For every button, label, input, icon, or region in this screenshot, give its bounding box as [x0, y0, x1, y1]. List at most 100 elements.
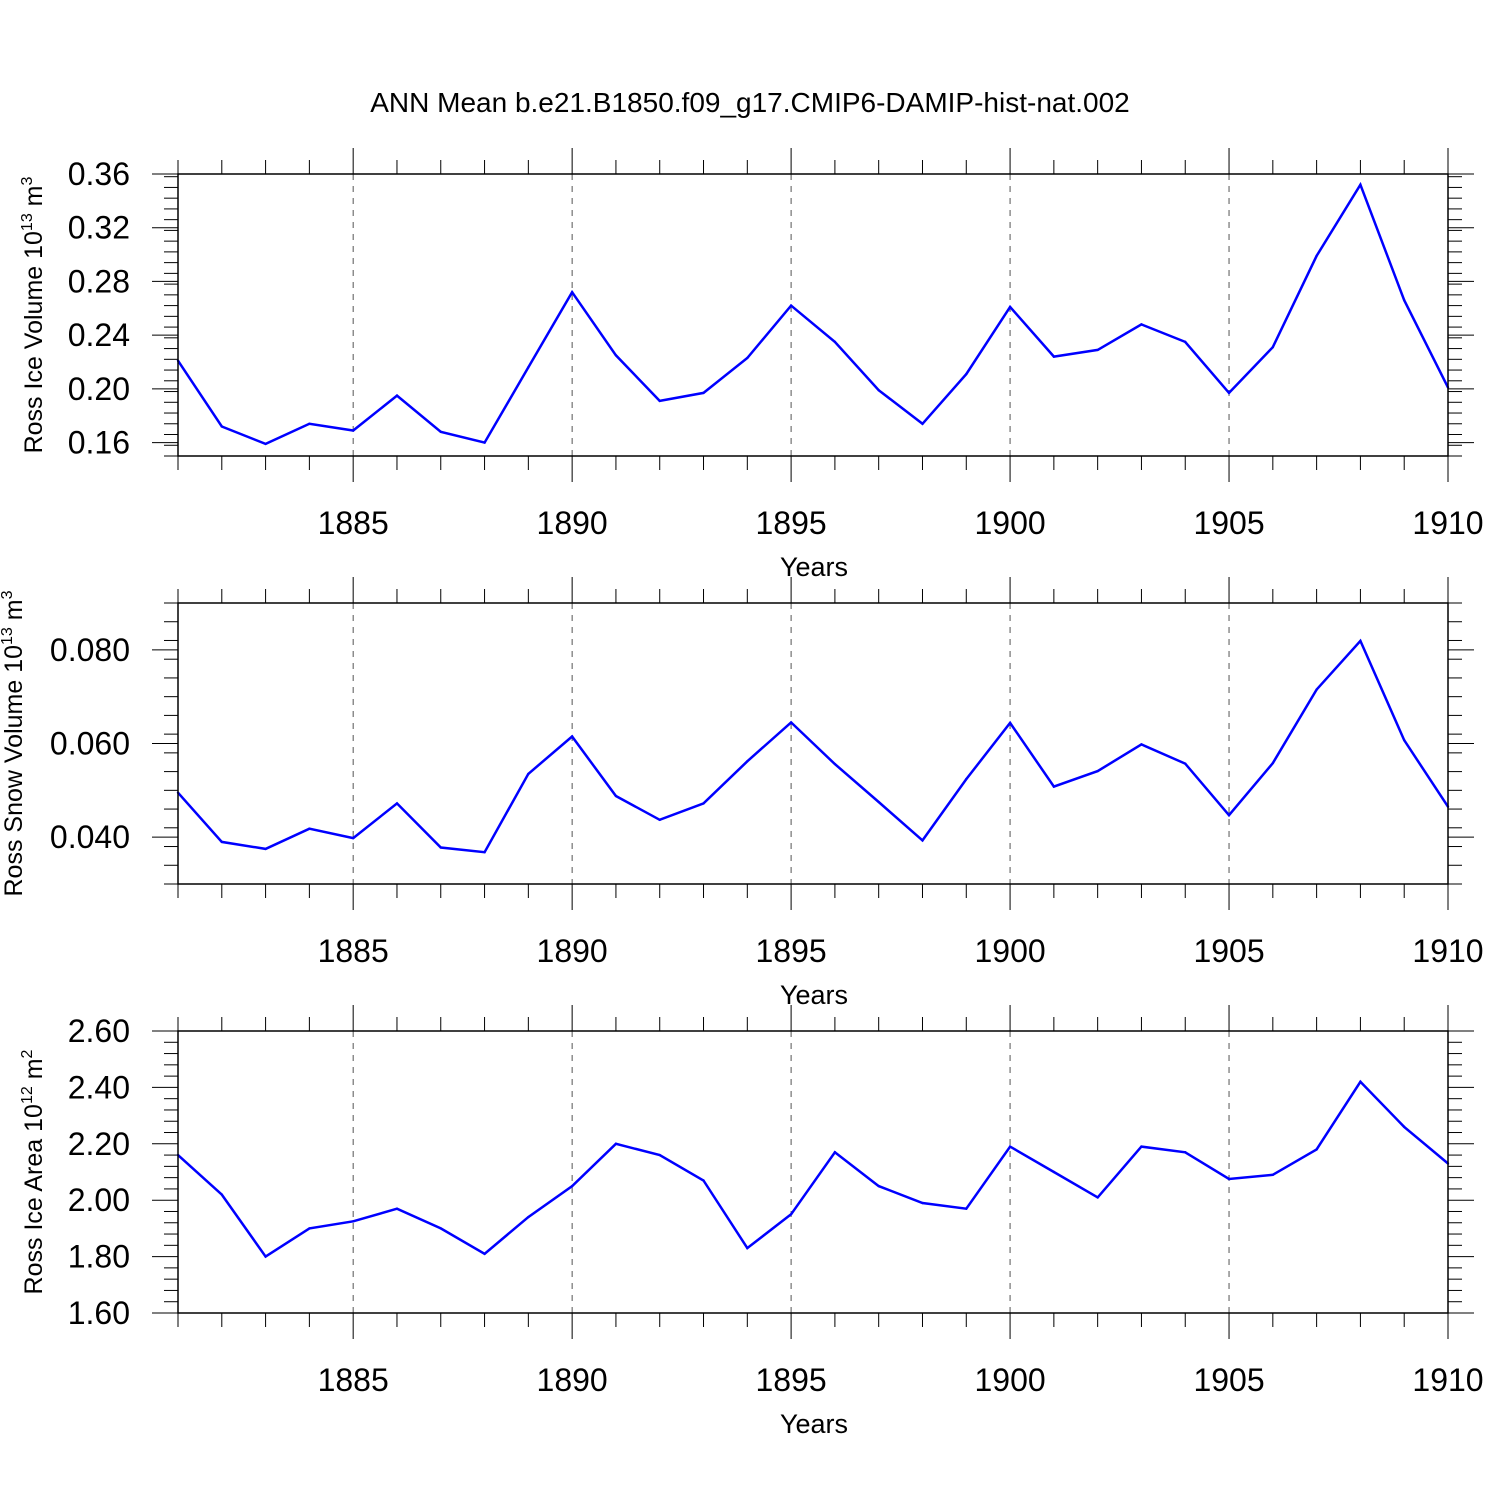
data-point [1140, 743, 1143, 746]
x-axis-label: Years [780, 1409, 848, 1439]
y-label-text: Ross Snow Volume 10 [0, 645, 28, 897]
data-point [746, 1246, 749, 1250]
x-tick-label: 1905 [1193, 1362, 1264, 1398]
x-tick-label: 1905 [1193, 505, 1264, 541]
data-point [264, 1255, 267, 1258]
data-point [833, 1151, 837, 1154]
series-line [177, 638, 1450, 854]
panel-ice-volume: 0.16 0.20 0.24 0.28 0.32 0.36 1885 1890 1895 190… [19, 148, 1484, 582]
x-tick-labels: 1885 1890 1895 1900 1905 1910 [318, 505, 1484, 541]
y-tick-label: 1.60 [68, 1295, 130, 1331]
y-label-unit: m [20, 185, 48, 206]
data-point [1096, 769, 1099, 773]
series [176, 1079, 1450, 1259]
x-tick-labels: 1885 1890 1895 1900 1905 1910 [318, 933, 1484, 969]
data-point [220, 425, 223, 428]
data-point [483, 1252, 486, 1255]
data-point [1140, 1145, 1143, 1148]
y-tick-label: 2.40 [68, 1069, 130, 1105]
data-point [1271, 1173, 1275, 1177]
y-label-unit-exp: 3 [0, 590, 16, 599]
y-axis-label: Ross Snow Volume 1013 m3 [0, 590, 28, 896]
y-label-text: Ross Ice Area 10 [20, 1104, 48, 1294]
data-point [1184, 762, 1187, 765]
data-point [351, 836, 355, 840]
x-tick-label: 1910 [1412, 933, 1483, 969]
x-tick-label: 1890 [537, 1362, 608, 1398]
x-gridlines [352, 603, 1230, 884]
data-point [308, 422, 311, 425]
y-tick-label: 0.040 [50, 819, 130, 855]
data-point [1140, 323, 1143, 326]
series [176, 181, 1450, 446]
data-point [658, 818, 661, 822]
data-point [483, 441, 486, 444]
plot-frame [177, 602, 1449, 885]
data-point [702, 802, 705, 805]
y-tick-labels: 1.60 1.80 2.00 2.20 2.40 2.60 [68, 1013, 130, 1331]
x-tick-label: 1910 [1412, 505, 1483, 541]
data-point [1227, 1177, 1231, 1181]
data-point [1403, 739, 1406, 742]
y-tick-label: 2.20 [68, 1126, 130, 1162]
x-tick-label: 1895 [756, 505, 827, 541]
data-point [965, 777, 968, 781]
data-point [527, 1215, 530, 1219]
data-point [1403, 299, 1406, 302]
x-tick-label: 1890 [537, 505, 608, 541]
y-tick-label: 1.80 [68, 1239, 130, 1275]
y-tick-label: 2.00 [68, 1182, 130, 1218]
data-point [789, 721, 793, 724]
data-point [351, 429, 355, 432]
data-point [921, 1201, 924, 1205]
data-point [833, 762, 837, 766]
data-point [746, 760, 749, 763]
data-point [1403, 1125, 1406, 1129]
data-point [1008, 721, 1012, 725]
series [176, 638, 1450, 854]
major-ticks [152, 148, 1474, 482]
x-gridlines [352, 1031, 1230, 1313]
data-point [746, 356, 749, 360]
x-tick-label: 1905 [1193, 933, 1264, 969]
y-axis-label: Ross Ice Area 1012 m2 [19, 1049, 48, 1294]
data-point [483, 850, 486, 854]
y-label-unit: m [20, 1058, 48, 1079]
data-point [833, 340, 837, 344]
data-point [702, 1179, 705, 1182]
y-tick-label: 0.32 [68, 210, 130, 246]
y-label-exp: 13 [19, 213, 36, 231]
data-point [395, 394, 399, 397]
data-point [570, 290, 574, 294]
data-point [1052, 1170, 1056, 1174]
data-point [658, 1153, 661, 1157]
y-axis-label: Ross Ice Volume 1013 m3 [19, 176, 48, 453]
data-point [439, 430, 442, 434]
data-point [1008, 305, 1012, 309]
y-label-text: Ross Ice Volume 10 [20, 231, 48, 453]
data-point [614, 794, 618, 798]
data-point [395, 1207, 399, 1210]
minor-ticks [164, 160, 1462, 470]
data-point [570, 735, 574, 738]
y-label-unit-exp: 2 [19, 1049, 36, 1058]
data-point [1008, 1145, 1012, 1148]
data-point [439, 1227, 442, 1230]
data-point [1359, 639, 1362, 643]
chart-title: ANN Mean b.e21.B1850.f09_g17.CMIP6-DAMIP… [370, 87, 1130, 118]
y-label-exp: 12 [19, 1086, 36, 1104]
data-point [658, 399, 661, 403]
series-line [177, 1079, 1449, 1259]
x-tick-label: 1910 [1412, 1362, 1483, 1398]
y-tick-label: 0.080 [50, 632, 130, 668]
data-point [1315, 254, 1318, 258]
data-point [614, 354, 618, 357]
data-point [1184, 1151, 1187, 1154]
data-point [439, 846, 442, 849]
x-gridlines [352, 174, 1230, 456]
x-axis-label: Years [780, 980, 848, 1010]
x-tick-label: 1900 [974, 1362, 1045, 1398]
x-axis-label: Years [780, 552, 848, 582]
